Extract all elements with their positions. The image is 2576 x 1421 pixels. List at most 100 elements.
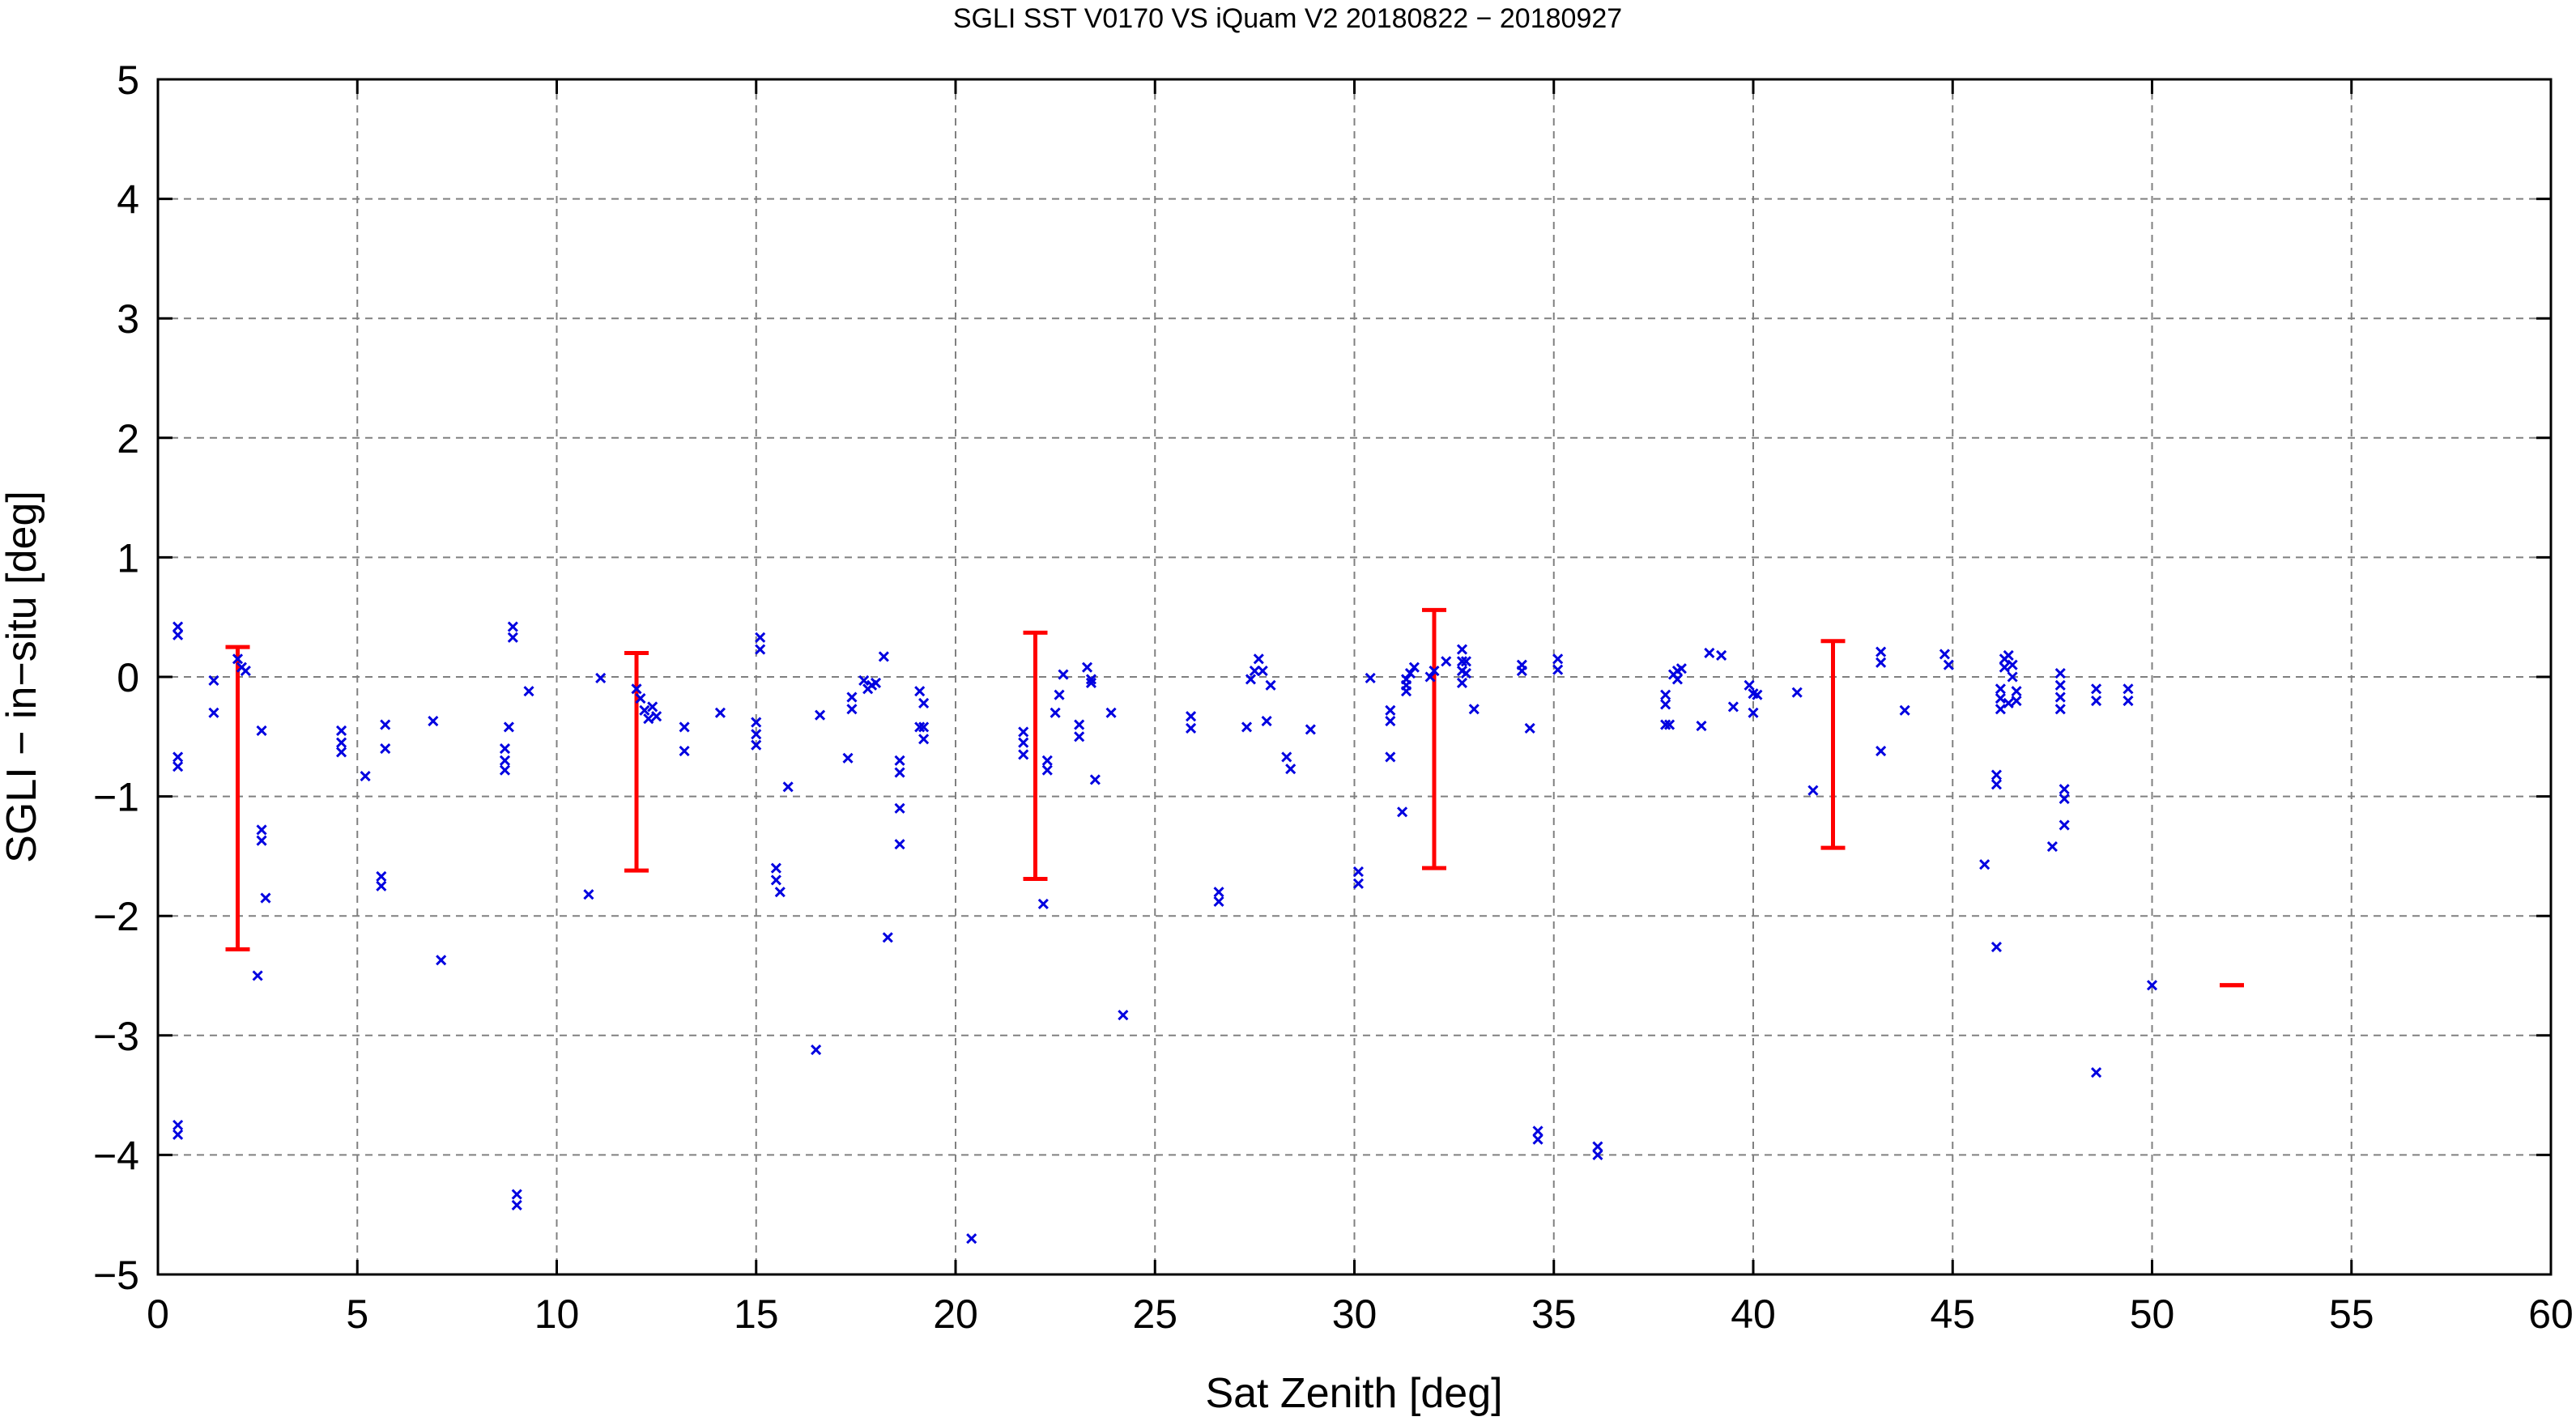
x-axis-label: Sat Zenith [deg] xyxy=(1205,1370,1502,1417)
data-point xyxy=(770,862,781,874)
data-point xyxy=(1991,779,2002,790)
data-point xyxy=(894,767,905,778)
data-point xyxy=(714,707,726,718)
x-tick-label: 30 xyxy=(1332,1291,1377,1337)
data-point xyxy=(1054,689,1065,700)
data-point xyxy=(172,629,184,640)
data-point xyxy=(335,747,347,758)
data-point xyxy=(1995,683,2006,695)
data-point xyxy=(172,621,184,632)
data-point xyxy=(256,824,267,836)
data-point xyxy=(1460,668,1471,679)
data-point xyxy=(1118,1010,1129,1021)
data-point xyxy=(1285,764,1297,775)
data-point xyxy=(1999,662,2010,673)
data-point xyxy=(918,734,930,745)
data-point xyxy=(679,721,690,733)
data-point xyxy=(376,880,387,891)
data-point xyxy=(1991,769,2002,781)
data-point xyxy=(1085,674,1097,685)
data-point xyxy=(1456,644,1468,655)
data-point xyxy=(256,725,267,736)
data-point xyxy=(260,892,271,904)
data-point xyxy=(172,751,184,763)
y-tick-label: −4 xyxy=(93,1133,139,1178)
data-point xyxy=(1899,704,1910,716)
data-point xyxy=(1352,866,1364,878)
error-bar xyxy=(1422,607,1446,870)
data-point xyxy=(499,742,511,755)
data-point xyxy=(2054,704,2066,715)
data-point xyxy=(1018,737,1029,748)
x-tick-label: 60 xyxy=(2528,1291,2574,1337)
data-point xyxy=(1995,693,2006,704)
data-point xyxy=(1241,721,1253,733)
data-point xyxy=(635,693,646,704)
data-point xyxy=(631,683,642,695)
data-point xyxy=(1995,704,2006,715)
data-point xyxy=(1018,726,1029,738)
data-point xyxy=(1424,671,1436,683)
data-point xyxy=(1365,672,1376,684)
data-point xyxy=(782,781,794,793)
data-point xyxy=(882,932,893,943)
data-point xyxy=(2011,686,2022,697)
data-point xyxy=(1716,649,1727,661)
data-point xyxy=(1265,679,1276,691)
data-point xyxy=(1979,859,1991,870)
data-point xyxy=(846,691,858,703)
data-point xyxy=(335,725,347,736)
data-point xyxy=(858,674,870,686)
data-point xyxy=(1089,774,1101,785)
y-tick-label: 2 xyxy=(117,416,139,462)
data-point xyxy=(1385,704,1396,716)
x-tick-label: 50 xyxy=(2130,1291,2175,1337)
data-point xyxy=(651,711,662,722)
data-point xyxy=(2054,679,2066,691)
x-tick-label: 40 xyxy=(1731,1291,1776,1337)
data-point xyxy=(1081,662,1093,673)
data-point xyxy=(1352,878,1364,889)
data-point xyxy=(1456,656,1468,667)
data-point xyxy=(1991,942,2002,953)
data-point xyxy=(755,632,766,643)
data-point xyxy=(1876,646,1887,657)
data-point xyxy=(1943,659,1954,670)
data-point xyxy=(894,839,905,850)
y-tick-label: 4 xyxy=(117,177,139,223)
x-tick-labels: 0 5 10 15 20 25 30 35 40 45 50 55 60 xyxy=(147,1291,2574,1337)
data-point xyxy=(1744,679,1755,691)
x-tick-label: 5 xyxy=(346,1291,368,1337)
data-point xyxy=(2007,659,2018,670)
data-point xyxy=(1939,649,1950,660)
data-point xyxy=(751,739,762,751)
data-point xyxy=(499,764,511,776)
data-point xyxy=(1516,659,1527,670)
y-tick-labels: −5 −4 −3 −2 −1 0 1 2 3 4 5 xyxy=(93,57,139,1298)
data-point xyxy=(583,889,594,900)
data-point xyxy=(1429,666,1440,677)
data-point xyxy=(1532,1134,1543,1145)
data-point xyxy=(507,621,518,632)
error-bar xyxy=(1820,639,1846,850)
data-point xyxy=(1213,887,1224,898)
data-point xyxy=(2123,695,2134,707)
data-point xyxy=(1105,707,1117,718)
error-bars xyxy=(225,607,2244,988)
data-point xyxy=(2003,649,2014,661)
data-point xyxy=(918,721,930,733)
data-point xyxy=(1245,674,1257,685)
data-point xyxy=(914,721,926,733)
data-point xyxy=(2007,671,2018,683)
data-point xyxy=(918,697,930,709)
data-point xyxy=(1660,699,1671,710)
data-point xyxy=(1660,689,1671,700)
data-point xyxy=(751,729,762,740)
data-point xyxy=(755,644,766,655)
y-axis-label: SGLI − in−situ [deg] xyxy=(0,491,45,863)
x-tick-label: 15 xyxy=(734,1291,779,1337)
data-point xyxy=(172,1129,184,1140)
data-point xyxy=(1074,719,1085,730)
data-point xyxy=(1050,707,1061,718)
